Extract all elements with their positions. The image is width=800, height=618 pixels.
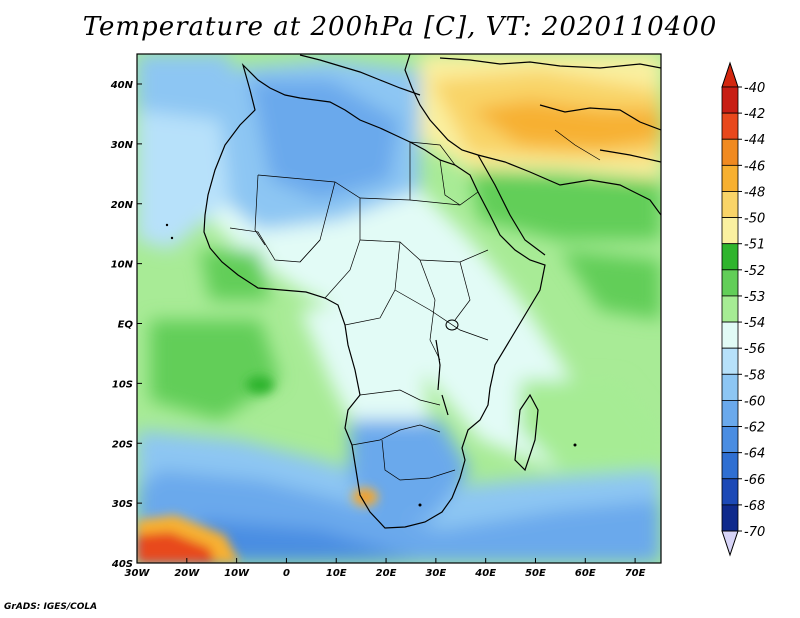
colorbar-swatch (721, 373, 739, 401)
colorbar-swatch (721, 112, 739, 140)
colorbar-swatch (721, 504, 739, 532)
x-tick-label: 0 (283, 568, 290, 579)
colorbar-label: -50 (744, 212, 765, 227)
colorbar: -40 -42 -44 -46 -48 -50 -51 -52 -53 -54 -56 -58 -60 -… (721, 61, 765, 557)
coastlines (203, 54, 661, 529)
colorbar-swatch (721, 269, 739, 297)
x-tick-label: 20W (174, 568, 200, 579)
colorbar-label: -51 (744, 238, 765, 253)
colorbar-swatch (721, 138, 739, 166)
country-borders (229, 129, 601, 481)
colorbar-bottom-arrow (721, 530, 739, 557)
map-title: Temperature at 200hPa [C], VT: 202011040… (82, 12, 718, 42)
colorbar-swatch (721, 243, 739, 271)
y-tick-label: 10N (111, 260, 134, 271)
colorbar-label: -42 (744, 107, 765, 122)
colorbar-top-arrow (721, 61, 739, 88)
y-tick-label: EQ (118, 320, 134, 331)
colorbar-swatch (721, 452, 739, 480)
y-tick-label: 40N (110, 80, 134, 91)
colorbar-label: -40 (744, 81, 765, 96)
colorbar-swatch (721, 478, 739, 506)
colorbar-label: -60 (744, 394, 765, 409)
credit-label: GrADS: IGES/COLA (4, 602, 98, 612)
y-tick-label: 30S (112, 499, 133, 510)
temperature-field (137, 54, 661, 563)
y-tick-label: 30N (111, 140, 134, 151)
colorbar-swatch (721, 426, 739, 454)
colorbar-swatch (721, 217, 739, 245)
x-axis: 30W 20W 10W 0 10E 20E 30E 40E 50E 60E 70E (125, 558, 646, 579)
lakes (165, 223, 577, 507)
x-tick-label: 50E (525, 568, 546, 579)
map-frame (136, 53, 662, 564)
colorbar-label: -68 (744, 499, 765, 514)
y-tick-label: 10S (112, 379, 133, 390)
colorbar-label: -48 (744, 185, 765, 200)
colorbar-label: -58 (744, 368, 765, 383)
colorbar-label: -46 (744, 159, 765, 174)
colorbar-label: -44 (744, 133, 765, 148)
colorbar-label: -53 (744, 290, 765, 305)
y-tick-label: 20S (112, 439, 133, 450)
x-tick-label: 30E (425, 568, 446, 579)
x-tick-label: 10W (224, 568, 250, 579)
x-tick-label: 40E (474, 568, 496, 579)
x-tick-label: 60E (575, 568, 596, 579)
x-tick-label: 20E (376, 568, 397, 579)
colorbar-label: -64 (744, 447, 765, 462)
colorbar-label: -56 (744, 342, 765, 357)
colorbar-swatch (721, 164, 739, 192)
colorbar-swatch (721, 347, 739, 375)
colorbar-label: -54 (744, 316, 765, 331)
colorbar-label: -70 (744, 525, 765, 540)
x-tick-label: 10E (326, 568, 347, 579)
y-axis: 40N 30N 20N 10N EQ 10S 20S 30S 40S (110, 80, 142, 570)
x-tick-label: 30W (125, 568, 151, 579)
colorbar-swatch (721, 295, 739, 323)
colorbar-swatch (721, 86, 739, 114)
y-tick-label: 40S (111, 559, 133, 570)
colorbar-label: -66 (744, 473, 765, 488)
colorbar-label: -62 (744, 421, 765, 436)
x-tick-label: 70E (625, 568, 646, 579)
y-tick-label: 20N (111, 200, 134, 211)
colorbar-swatch (721, 321, 739, 349)
colorbar-swatch (721, 400, 739, 427)
colorbar-label: -52 (744, 264, 765, 279)
colorbar-swatch (721, 191, 739, 218)
